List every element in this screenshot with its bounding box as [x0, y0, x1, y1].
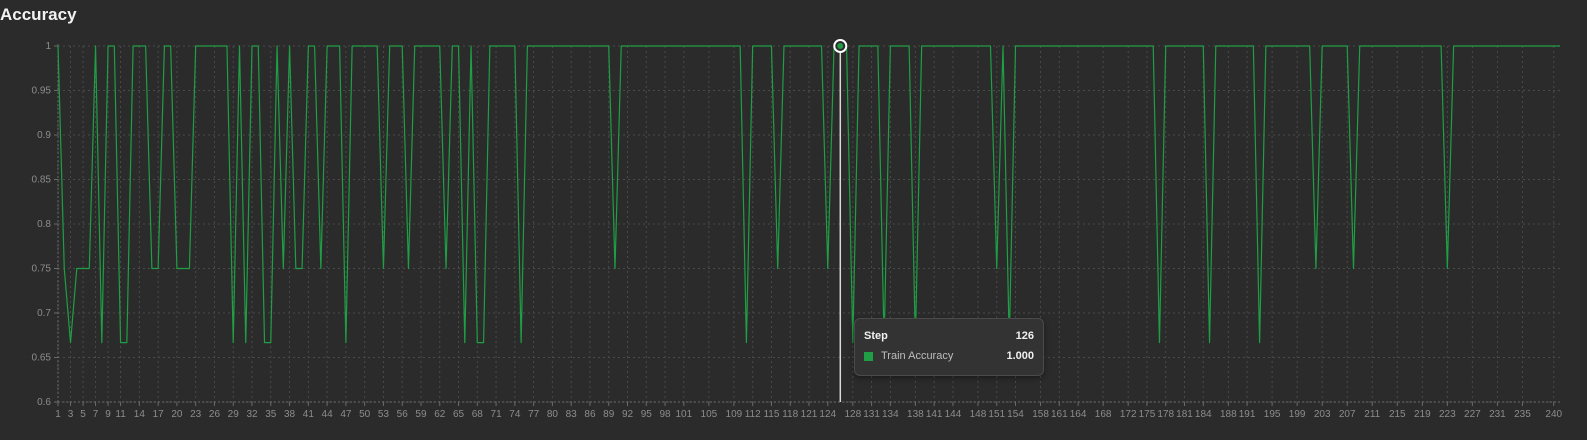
- x-tick-label: 53: [378, 409, 390, 420]
- x-tick-label: 148: [970, 409, 987, 420]
- tooltip-step-row: Step 126: [864, 330, 1034, 342]
- x-tick-label: 161: [1051, 409, 1068, 420]
- x-tick-label: 29: [228, 409, 240, 420]
- x-tick-label: 71: [491, 409, 503, 420]
- y-tick-label: 0.9: [37, 130, 51, 141]
- x-tick-label: 134: [882, 409, 899, 420]
- x-tick-label: 121: [801, 409, 818, 420]
- x-tick-label: 83: [566, 409, 578, 420]
- x-tick-label: 7: [93, 409, 99, 420]
- x-tick-label: 3: [68, 409, 74, 420]
- tooltip-step-label: Step: [864, 330, 888, 342]
- x-tick-label: 203: [1314, 409, 1331, 420]
- x-tick-label: 56: [397, 409, 409, 420]
- x-tick-label: 184: [1195, 409, 1212, 420]
- x-tick-label: 235: [1514, 409, 1531, 420]
- x-tick-label: 231: [1489, 409, 1506, 420]
- tooltip-series: Train Accuracy: [864, 350, 953, 362]
- x-tick-label: 158: [1032, 409, 1049, 420]
- hover-marker-dot: [837, 43, 844, 49]
- x-tick-label: 50: [359, 409, 371, 420]
- x-tick-label: 17: [153, 409, 165, 420]
- x-tick-label: 109: [726, 409, 743, 420]
- y-tick-label: 0.65: [32, 353, 52, 364]
- hover-tooltip: Step 126 Train Accuracy 1.000: [854, 318, 1044, 376]
- x-tick-label: 112: [745, 409, 761, 420]
- x-tick-label: 195: [1264, 409, 1281, 420]
- x-tick-label: 227: [1464, 409, 1481, 420]
- x-tick-label: 172: [1120, 409, 1137, 420]
- x-tick-label: 141: [926, 409, 943, 420]
- tooltip-series-row: Train Accuracy 1.000: [864, 350, 1034, 362]
- x-tick-label: 23: [190, 409, 202, 420]
- x-tick-label: 188: [1220, 409, 1237, 420]
- x-tick-label: 199: [1289, 409, 1306, 420]
- chart-title: Accuracy: [0, 5, 77, 24]
- x-tick-label: 118: [782, 409, 798, 420]
- x-tick-label: 191: [1239, 409, 1256, 420]
- x-tick-label: 128: [844, 409, 861, 420]
- y-tick-label: 1: [45, 41, 51, 52]
- x-tick-label: 115: [763, 409, 779, 420]
- x-tick-label: 80: [547, 409, 559, 420]
- x-tick-label: 164: [1070, 409, 1087, 420]
- x-tick-label: 168: [1095, 409, 1112, 420]
- x-tick-label: 175: [1139, 409, 1156, 420]
- x-tick-label: 9: [105, 409, 111, 420]
- y-tick-label: 0.95: [32, 86, 52, 97]
- x-tick-label: 219: [1414, 409, 1431, 420]
- x-tick-label: 240: [1545, 409, 1562, 420]
- x-tick-label: 1: [55, 409, 61, 420]
- y-tick-label: 0.6: [37, 397, 51, 408]
- x-tick-label: 89: [603, 409, 615, 420]
- x-tick-label: 181: [1176, 409, 1193, 420]
- x-tick-label: 178: [1157, 409, 1174, 420]
- series-line-train-accuracy: [57, 45, 1560, 344]
- x-tick-label: 47: [340, 409, 352, 420]
- x-tick-label: 77: [528, 409, 540, 420]
- x-tick-label: 11: [115, 409, 126, 420]
- x-tick-label: 32: [246, 409, 258, 420]
- x-tick-label: 59: [415, 409, 427, 420]
- x-tick-label: 95: [641, 409, 653, 420]
- x-tick-label: 20: [171, 409, 183, 420]
- y-tick-label: 0.75: [32, 264, 52, 275]
- x-tick-label: 86: [584, 409, 596, 420]
- tooltip-step-value: 126: [1015, 330, 1034, 342]
- x-tick-label: 38: [284, 409, 296, 420]
- x-tick-label: 74: [509, 409, 521, 420]
- x-tick-label: 62: [434, 409, 446, 420]
- x-tick-label: 14: [134, 409, 146, 420]
- y-tick-label: 0.8: [37, 219, 51, 230]
- x-tick-label: 92: [622, 409, 634, 420]
- x-tick-label: 98: [659, 409, 671, 420]
- tooltip-series-value: 1.000: [1006, 350, 1034, 362]
- x-tick-label: 35: [265, 409, 277, 420]
- x-tick-label: 211: [1364, 409, 1380, 420]
- y-tick-label: 0.85: [32, 175, 52, 186]
- x-tick-label: 124: [819, 409, 836, 420]
- x-tick-label: 151: [988, 409, 1005, 420]
- x-tick-label: 215: [1389, 409, 1406, 420]
- x-tick-label: 144: [945, 409, 962, 420]
- x-tick-label: 65: [453, 409, 465, 420]
- x-tick-label: 101: [675, 409, 692, 420]
- x-tick-label: 5: [80, 409, 86, 420]
- tooltip-series-label: Train Accuracy: [881, 350, 954, 362]
- x-tick-label: 41: [303, 409, 315, 420]
- x-tick-label: 44: [322, 409, 334, 420]
- x-tick-label: 223: [1439, 409, 1456, 420]
- x-tick-label: 154: [1007, 409, 1024, 420]
- x-tick-label: 68: [472, 409, 484, 420]
- x-tick-label: 105: [701, 409, 718, 420]
- x-tick-label: 138: [907, 409, 924, 420]
- x-tick-label: 207: [1339, 409, 1356, 420]
- x-tick-label: 26: [209, 409, 221, 420]
- series-color-swatch: [864, 351, 873, 361]
- x-tick-label: 131: [863, 409, 880, 420]
- y-tick-label: 0.7: [37, 308, 51, 319]
